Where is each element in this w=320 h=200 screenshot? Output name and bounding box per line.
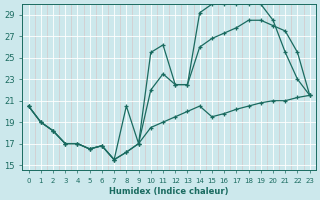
X-axis label: Humidex (Indice chaleur): Humidex (Indice chaleur) [109, 187, 229, 196]
